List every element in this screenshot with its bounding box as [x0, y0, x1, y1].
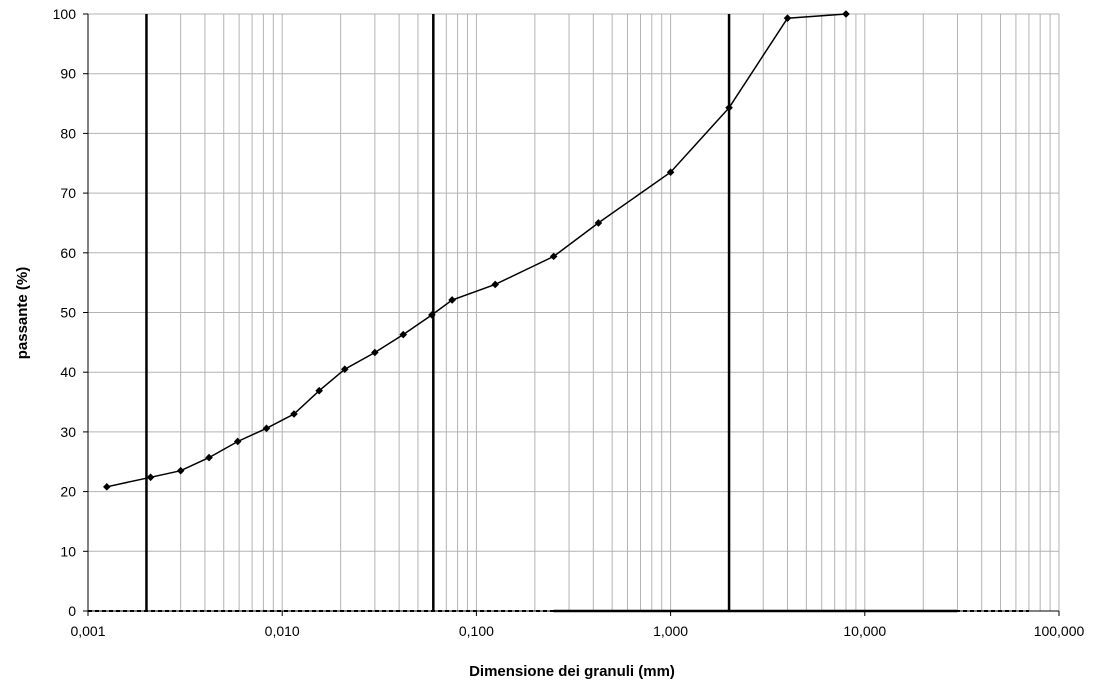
- data-point: [549, 252, 558, 261]
- x-tick-label: 100,000: [1034, 623, 1085, 639]
- series: [103, 10, 850, 491]
- data-point: [262, 424, 271, 433]
- y-tick-label: 50: [60, 305, 76, 321]
- axes: [83, 13, 1060, 616]
- data-point: [146, 473, 155, 482]
- y-tick-label: 40: [60, 364, 76, 380]
- y-tick-label: 90: [60, 66, 76, 82]
- data-point: [290, 410, 298, 418]
- data-point: [399, 330, 408, 339]
- y-tick-label: 0: [68, 603, 76, 619]
- data-point: [783, 14, 792, 22]
- data-point: [666, 168, 675, 177]
- x-tick-label: 0,010: [265, 623, 300, 639]
- grid: [87, 13, 1060, 612]
- x-tick-label: 0,100: [459, 623, 494, 639]
- data-point: [448, 296, 456, 304]
- y-tick-label: 30: [60, 424, 76, 440]
- x-tick-label: 10,000: [843, 623, 886, 639]
- x-axis-title: Dimensione dei granuli (mm): [469, 663, 675, 680]
- y-tick-label: 80: [60, 125, 76, 141]
- data-point: [371, 348, 379, 357]
- tick-labels: 0 10 20 30 40 50 60 70 80 90 100 0,001 0,010 0,100 1,0…: [53, 6, 1085, 639]
- reference-lines: [88, 14, 1029, 613]
- data-point: [103, 483, 111, 491]
- y-tick-label: 60: [60, 245, 76, 261]
- data-point: [176, 466, 185, 475]
- x-tick-label: 0,001: [70, 623, 105, 639]
- data-point: [205, 453, 213, 462]
- y-tick-label: 100: [53, 6, 77, 22]
- data-point: [340, 365, 349, 374]
- data-point: [725, 103, 733, 112]
- data-point: [842, 10, 850, 18]
- y-axis-title: passante (%): [14, 267, 31, 360]
- y-tick-label: 70: [60, 185, 76, 201]
- y-tick-label: 20: [60, 484, 76, 500]
- x-tick-label: 1,000: [653, 623, 688, 639]
- y-tick-label: 10: [60, 543, 76, 559]
- data-point: [315, 386, 323, 395]
- data-point: [491, 280, 500, 289]
- data-point: [428, 311, 436, 319]
- data-point: [233, 437, 242, 446]
- series-line: [106, 13, 847, 488]
- data-point: [594, 219, 603, 227]
